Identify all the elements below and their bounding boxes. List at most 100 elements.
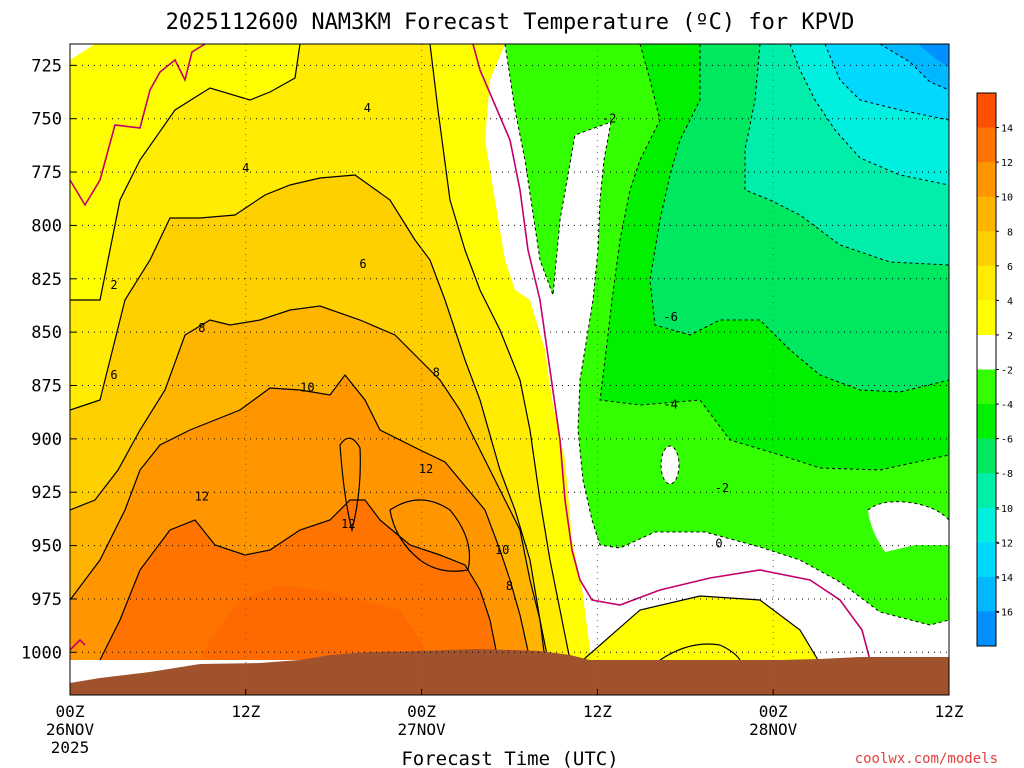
y-tick-label: 825 <box>31 270 62 290</box>
colorbar-swatch <box>977 438 996 474</box>
colorbar-label: 6 <box>1007 262 1013 273</box>
y-tick-label: 975 <box>31 590 62 610</box>
y-tick-label: 900 <box>31 430 62 450</box>
colorbar-swatch <box>977 127 996 163</box>
colorbar-swatch <box>977 300 996 336</box>
contour-line <box>389 499 471 572</box>
contour-label: 8 <box>506 579 513 593</box>
colorbar-swatch <box>977 542 996 578</box>
y-tick-label: 725 <box>31 56 62 76</box>
contour-label: 6 <box>110 368 117 382</box>
x-tick-year: 2025 <box>51 738 90 757</box>
contour-line <box>867 501 949 521</box>
y-tick-label: 925 <box>31 483 62 503</box>
contour-label: 12 <box>341 517 355 531</box>
y-tick-label: 800 <box>31 216 62 236</box>
region-below-minus16 <box>918 44 949 68</box>
gridlines <box>70 44 949 695</box>
region-minus14-minus16 <box>880 44 949 90</box>
contour-line <box>744 44 949 266</box>
colorbar-label: 8 <box>1007 227 1013 238</box>
cold-contours <box>504 44 949 626</box>
contour-label: 10 <box>495 543 509 557</box>
colorbar-swatch <box>977 611 996 647</box>
colorbar-label: 12 <box>1001 158 1013 169</box>
contour-line <box>659 643 741 661</box>
contour-line <box>339 437 361 531</box>
x-tick-date: 26NOV <box>46 720 95 739</box>
contour-label: 4 <box>242 161 249 175</box>
colorbar: 14 12 10 8 6 4 2 -2 -4 -6 -8 -10 -12 -14 -16 <box>976 92 1013 647</box>
colorbar-label: 10 <box>1001 193 1013 204</box>
x-tick-date: 28NOV <box>749 720 798 739</box>
contour-line <box>599 44 949 471</box>
colorbar-label: -10 <box>995 504 1013 515</box>
colorbar-swatch <box>977 507 996 543</box>
contour-line <box>649 44 949 393</box>
region-cold-pocket <box>868 501 949 552</box>
contour-label: 12 <box>419 462 433 476</box>
terrain <box>70 649 949 695</box>
y-tick-label: 850 <box>31 323 62 343</box>
colorbar-swatch <box>977 473 996 509</box>
contour-line <box>472 44 871 661</box>
x-tick-label: 12Z <box>583 702 612 721</box>
x-axis-label: Forecast Time (UTC) <box>401 748 618 768</box>
colorbar-label: 4 <box>1007 296 1013 307</box>
colorbar-swatch <box>977 231 996 267</box>
contour-label: 12 <box>195 489 209 503</box>
chart-title: 2025112600 NAM3KM Forecast Temperature (… <box>166 10 855 35</box>
colorbar-swatch <box>977 334 996 370</box>
contour-label: -6 <box>663 310 677 324</box>
contour-line <box>789 44 949 186</box>
contour-label: 8 <box>433 366 440 380</box>
colorbar-label: -6 <box>1001 435 1013 446</box>
contour-line <box>582 595 819 661</box>
contour-line <box>70 374 531 661</box>
contour-line <box>824 44 949 121</box>
contour-line <box>70 638 86 651</box>
y-tick-label: 875 <box>31 377 62 397</box>
contour-line <box>70 305 546 661</box>
contour-label: 0 <box>715 536 722 550</box>
contour-line <box>99 499 499 661</box>
colorbar-label: -12 <box>995 538 1013 549</box>
contour-label: 4 <box>364 101 371 115</box>
region-core-warm <box>200 585 430 660</box>
colorbar-swatch <box>977 93 996 129</box>
contour-label: -2 <box>602 112 616 126</box>
x-tick-label: 12Z <box>935 702 964 721</box>
x-tick-date: 27NOV <box>398 720 447 739</box>
warm-contours <box>70 44 819 661</box>
contour-line <box>70 44 206 207</box>
x-tick-label: 00Z <box>407 702 436 721</box>
y-tick-label: 1000 <box>21 643 62 663</box>
freezing-line <box>70 44 871 661</box>
contour-label: 2 <box>110 278 117 292</box>
x-tick-label: 12Z <box>231 702 260 721</box>
contour-label: -4 <box>663 398 677 412</box>
colorbar-label: -8 <box>1001 469 1013 480</box>
region-2-4-surface <box>582 596 818 660</box>
contour-labels: 2 4 4 6 6 8 8 8 10 10 12 12 12 -2 -6 -4 -2 0 <box>110 101 729 593</box>
y-tick-label: 775 <box>31 163 62 183</box>
contour-line <box>660 445 680 485</box>
y-tick-label: 950 <box>31 537 62 557</box>
colorbar-swatch <box>977 404 996 440</box>
x-tick-label: 00Z <box>759 702 788 721</box>
contour-label: 8 <box>198 321 205 335</box>
colorbar-label: -14 <box>995 573 1013 584</box>
contour-line <box>879 44 949 91</box>
colorbar-swatch <box>977 369 996 405</box>
region-small-pocket <box>661 446 679 484</box>
contour-label: -2 <box>715 481 729 495</box>
credit-text: coolwx.com/models <box>855 751 998 767</box>
y-axis: 725 750 775 800 825 850 875 900 925 950 975 1000 <box>21 56 76 663</box>
colorbar-label: -4 <box>1001 400 1013 411</box>
colorbar-label: 2 <box>1007 331 1013 342</box>
colorbar-label: 14 <box>1001 124 1013 135</box>
contour-label: 10 <box>300 381 314 395</box>
contour-line <box>429 44 571 661</box>
contour-line <box>70 44 301 301</box>
